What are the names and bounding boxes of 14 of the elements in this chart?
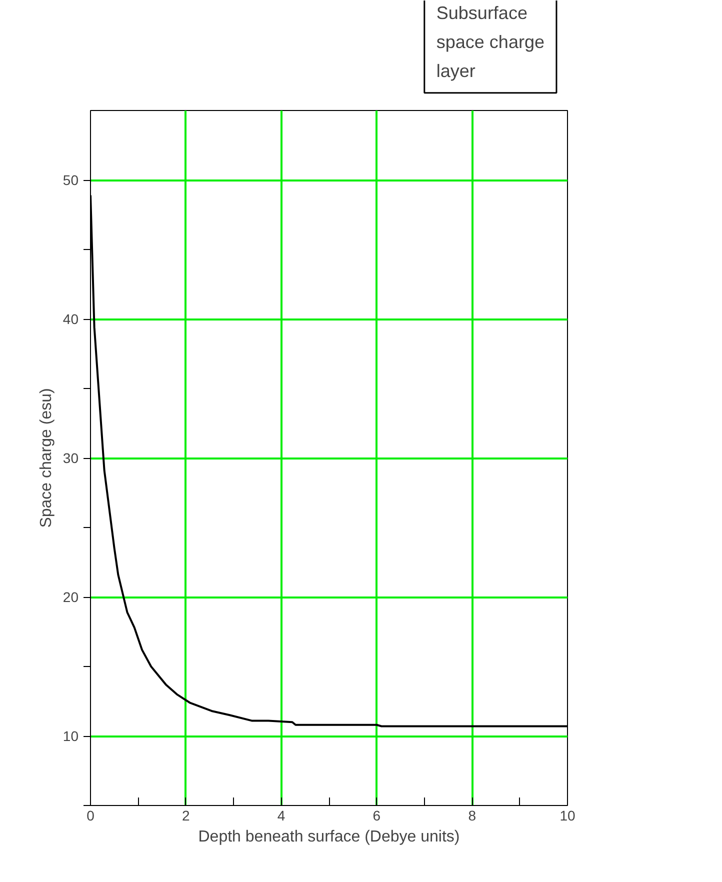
x-tick-label: 0	[86, 808, 95, 824]
y-tick-label: 10	[62, 728, 79, 744]
y-tick-label: 40	[62, 311, 79, 327]
x-tick-label: 8	[468, 808, 476, 824]
x-tick-label: 2	[182, 808, 190, 824]
x-tick-label: 6	[372, 808, 381, 824]
y-axis-title: Space charge (esu)	[38, 388, 55, 528]
x-tick-label: 10	[560, 808, 576, 824]
y-tick-label: 20	[62, 589, 79, 605]
y-tick-label: 30	[62, 450, 79, 466]
x-axis-title: Depth beneath surface (Debye units)	[198, 828, 460, 846]
y-tick-label: 50	[62, 172, 79, 188]
text: Subsurface space charge layer	[436, 2, 544, 81]
x-tick-label: 4	[277, 808, 286, 824]
